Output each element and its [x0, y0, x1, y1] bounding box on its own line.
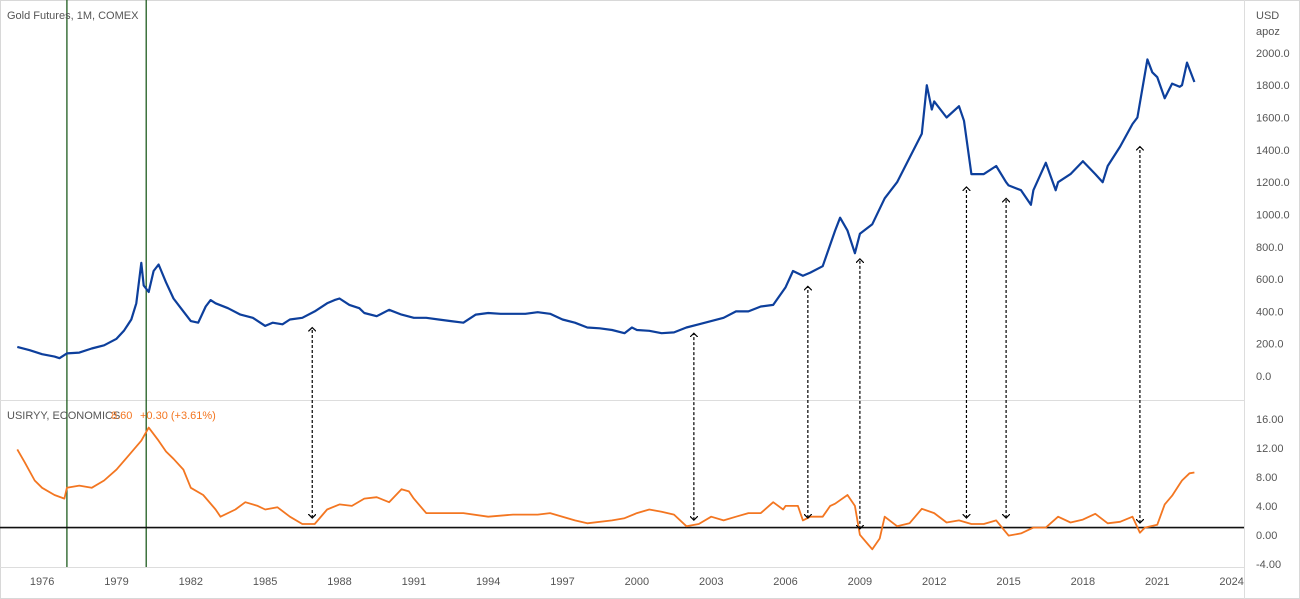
gold-tick-label: 800.0	[1256, 242, 1284, 254]
gold-unit-line2: apoz	[1256, 26, 1280, 38]
time-tick-label: 2003	[699, 576, 723, 588]
time-tick-label: 1985	[253, 576, 277, 588]
time-tick-label: 2018	[1071, 576, 1095, 588]
time-tick-label: 2015	[996, 576, 1020, 588]
gold-tick-label: 1400.0	[1256, 145, 1290, 157]
gold-tick-label: 1800.0	[1256, 80, 1290, 92]
gold-price-axis: 0.0 200.0 400.0 600.0 800.0 1000.0 1200.0 1400.…	[1256, 48, 1290, 383]
gold-tick-label: 1600.0	[1256, 113, 1290, 125]
cpi-series-line	[16, 426, 1195, 551]
cpi-tick-label: 12.00	[1256, 443, 1284, 455]
time-tick-label: 2024	[1219, 576, 1243, 588]
vertical-markers	[66, 0, 147, 567]
cpi-legend-value: 8.60	[111, 410, 132, 422]
cpi-tick-label: 0.00	[1256, 530, 1277, 542]
time-axis: 1976 1979 1982 1985 1988 1991 1994 1997 2000 2003…	[30, 576, 1244, 588]
gold-tick-label: 1200.0	[1256, 177, 1290, 189]
gold-legend-title: Gold Futures, 1M, COMEX	[7, 10, 139, 22]
gold-series-line	[17, 58, 1196, 360]
gold-tick-label: 600.0	[1256, 274, 1284, 286]
cpi-tick-label: -4.00	[1256, 559, 1281, 571]
time-tick-label: 2012	[922, 576, 946, 588]
time-tick-label: 1991	[402, 576, 426, 588]
gold-tick-label: 1000.0	[1256, 209, 1290, 221]
gold-tick-label: 200.0	[1256, 339, 1284, 351]
cpi-legend-title: USIRYY, ECONOMICS	[7, 410, 120, 422]
gold-tick-label: 0.0	[1256, 371, 1271, 383]
time-tick-label: 1976	[30, 576, 54, 588]
cpi-tick-label: 8.00	[1256, 472, 1277, 484]
time-tick-label: 2000	[625, 576, 649, 588]
gold-pane	[17, 58, 1196, 360]
time-tick-label: 2021	[1145, 576, 1169, 588]
cpi-pane	[0, 426, 1244, 551]
cpi-legend-change: +0.30 (+3.61%)	[140, 410, 216, 422]
time-tick-label: 1994	[476, 576, 500, 588]
time-tick-label: 1979	[104, 576, 128, 588]
time-tick-label: 1982	[179, 576, 203, 588]
time-tick-label: 1997	[550, 576, 574, 588]
time-tick-label: 2006	[773, 576, 797, 588]
gold-tick-label: 2000.0	[1256, 48, 1290, 60]
time-tick-label: 1988	[327, 576, 351, 588]
cpi-value-axis: -4.00 0.00 4.00 8.00 12.00 16.00	[1256, 414, 1284, 571]
time-tick-label: 2009	[848, 576, 872, 588]
gold-unit-line1: USD	[1256, 10, 1279, 22]
arrow-annotations	[312, 147, 1140, 529]
gold-tick-label: 400.0	[1256, 306, 1284, 318]
cpi-tick-label: 4.00	[1256, 501, 1277, 513]
cpi-tick-label: 16.00	[1256, 414, 1284, 426]
